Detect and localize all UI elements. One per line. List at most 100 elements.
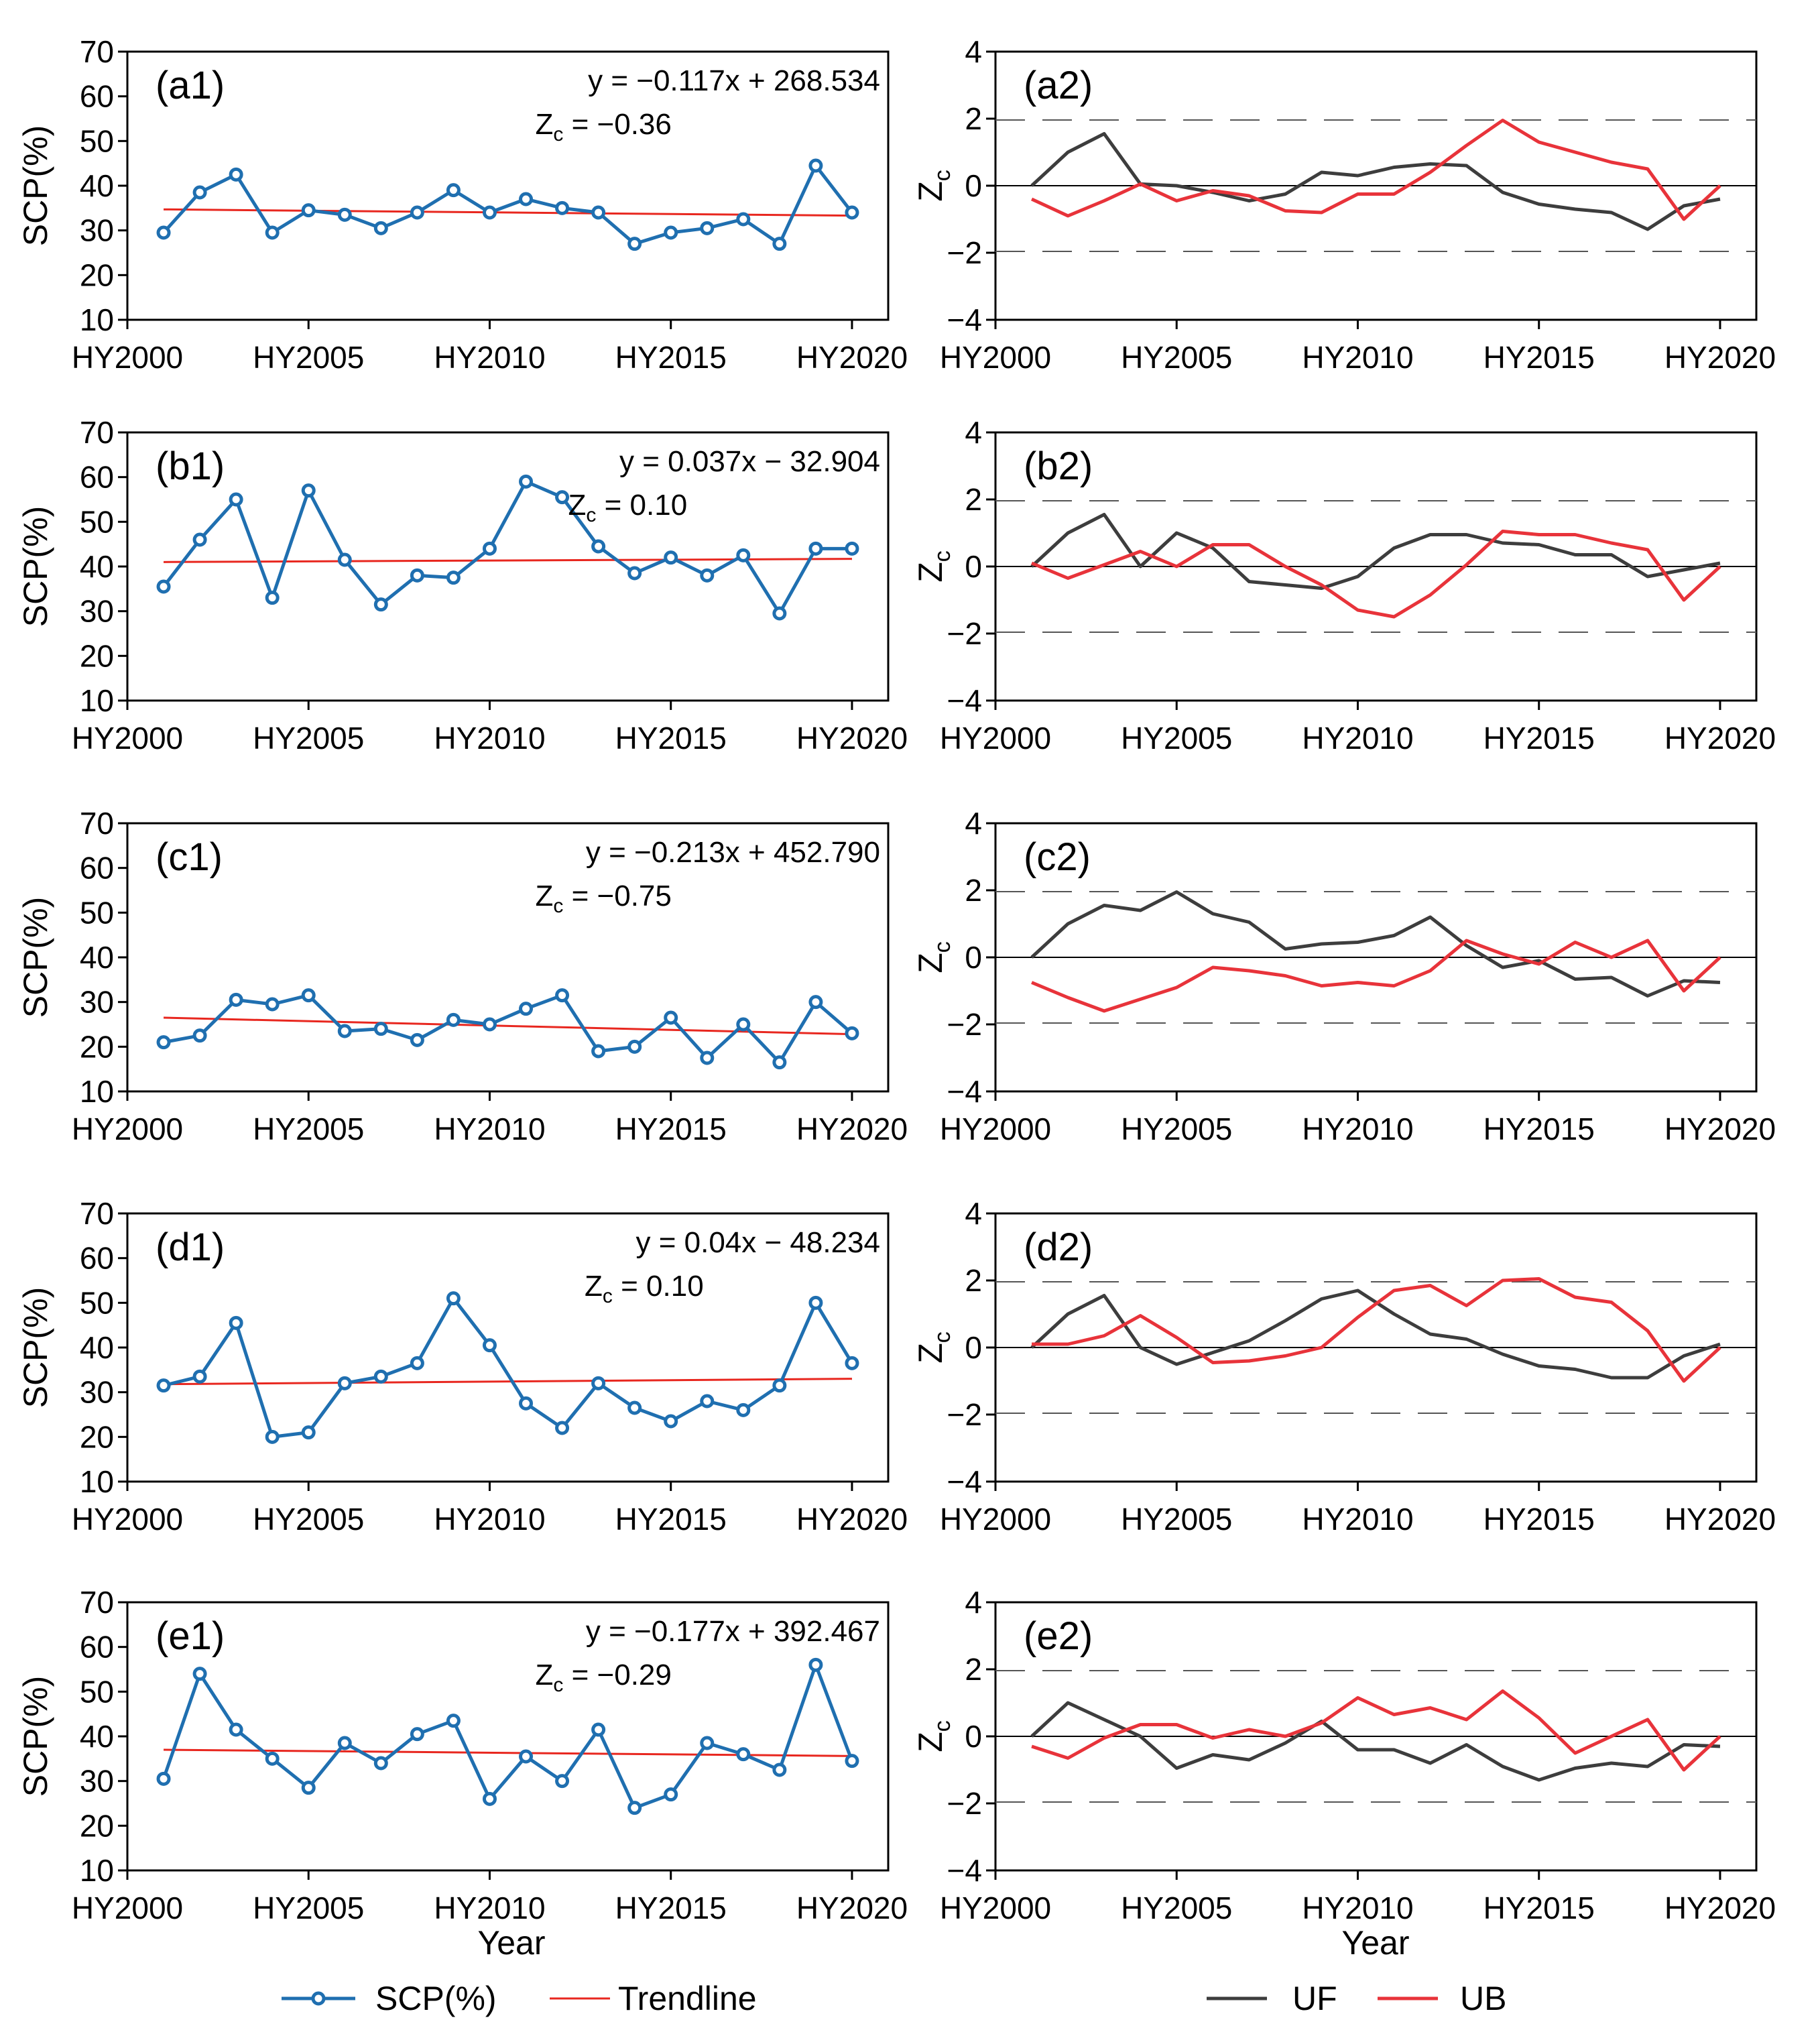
scp-point-b1 — [337, 552, 352, 567]
scp-point-b1 — [265, 591, 280, 605]
equation-c1: y = −0.213x + 452.790 — [586, 836, 880, 869]
y-tick-label-b1: 60 — [80, 460, 114, 495]
y-axis-title-e1: SCP(%) — [17, 1676, 54, 1797]
x-tick-label-e2: HY2000 — [940, 1891, 1051, 1925]
panel-label-c1: (c1) — [156, 835, 223, 879]
scp-point-a1 — [373, 221, 388, 235]
scp-point-b1 — [591, 539, 606, 554]
z-subscript: c — [930, 550, 955, 562]
zc-letter: Z — [536, 108, 554, 141]
panel-label-b1: (b1) — [156, 444, 225, 488]
x-tick-label-e1: HY2020 — [796, 1891, 908, 1925]
y-tick-label-c1: 20 — [80, 1029, 114, 1064]
ub-series-line-c2 — [1031, 939, 1721, 1013]
y-tick-label-b1: 10 — [80, 683, 114, 718]
y-tick-label-a2: −2 — [947, 235, 982, 270]
scp-point-e1 — [265, 1751, 280, 1766]
panel-c1: 10 20 30 40 50 60 70 HY2000 HY2005 HY2010 HY2015 HY… — [17, 806, 908, 1146]
legend-uf-label: UF — [1292, 1980, 1337, 2017]
y-tick-label-c2: 2 — [965, 873, 982, 908]
trendline-a1 — [164, 208, 852, 217]
scp-point-d1 — [156, 1378, 171, 1393]
y-tick-label-e1: 30 — [80, 1764, 114, 1799]
scp-point-b1 — [808, 541, 823, 556]
zc-letter: Z — [536, 880, 554, 912]
y-tick-label-e1: 50 — [80, 1674, 114, 1709]
y-tick-label-c2: 0 — [965, 940, 982, 975]
x-tick-label-b2: HY2005 — [1121, 721, 1232, 756]
scp-point-b1 — [192, 532, 207, 547]
scp-point-c1 — [301, 988, 316, 1003]
panel-label-c2: (c2) — [1024, 835, 1091, 879]
y-tick-label-b2: −2 — [947, 616, 982, 651]
y-tick-label-e1: 10 — [80, 1853, 114, 1888]
zc-letter: Z — [536, 1659, 554, 1691]
y-tick-label-e2: 0 — [965, 1719, 982, 1754]
y-axis-title-a1: SCP(%) — [17, 125, 54, 247]
scp-point-e1 — [301, 1781, 316, 1795]
y-axis-title-b1: SCP(%) — [17, 506, 54, 627]
scp-point-a1 — [265, 225, 280, 240]
x-tick-label-d2: HY2000 — [940, 1502, 1051, 1537]
y-tick-label-a2: 2 — [965, 101, 982, 136]
scp-point-a1 — [156, 225, 171, 240]
trendline-d1 — [164, 1378, 852, 1386]
y-tick-label-d1: 40 — [80, 1330, 114, 1365]
x-tick-label-d1: HY2010 — [434, 1502, 545, 1537]
uf-series-line-e2 — [1030, 1701, 1721, 1782]
y-axis-title-a2: Zc — [912, 170, 955, 202]
scp-point-b1 — [555, 490, 570, 505]
x-tick-label-e1: HY2010 — [434, 1891, 545, 1925]
scp-point-e1 — [845, 1754, 859, 1769]
scp-point-c1 — [591, 1044, 606, 1059]
scp-point-e1 — [192, 1667, 207, 1681]
x-tick-label-c1: HY2005 — [253, 1112, 364, 1146]
scp-point-c1 — [808, 995, 823, 1010]
x-tick-label-d1: HY2000 — [72, 1502, 183, 1537]
panel-b2: −4 −2 0 2 4 HY2000 HY2005 HY2010 HY2015 HY2020 Zc (… — [912, 415, 1776, 756]
x-tick-label-a1: HY2020 — [796, 340, 908, 375]
scp-point-a1 — [772, 237, 787, 251]
panel-a2: −4 −2 0 2 4 HY2000 HY2005 HY2010 HY2015 HY2020 Zc (… — [912, 34, 1776, 375]
x-tick-label-b1: HY2020 — [796, 721, 908, 756]
scp-point-c1 — [446, 1012, 461, 1027]
y-axis-title-d2: Zc — [912, 1331, 955, 1364]
scp-point-c1 — [265, 997, 280, 1012]
ub-series-line-a2 — [1030, 119, 1721, 221]
x-tick-label-a1: HY2010 — [434, 340, 545, 375]
scp-point-d1 — [373, 1369, 388, 1384]
equation-b1: y = 0.037x − 32.904 — [619, 445, 880, 478]
scp-point-c1 — [700, 1051, 715, 1065]
y-tick-label-d1: 50 — [80, 1285, 114, 1320]
equation-e1: y = −0.177x + 392.467 — [586, 1615, 880, 1648]
scp-point-e1 — [555, 1774, 570, 1789]
x-tick-label-c1: HY2000 — [72, 1112, 183, 1146]
scp-point-a1 — [446, 183, 461, 198]
x-tick-label-b2: HY2000 — [940, 721, 1051, 756]
z-letter: Z — [912, 1343, 949, 1364]
x-tick-label-d2: HY2015 — [1483, 1502, 1595, 1537]
y-tick-label-c1: 50 — [80, 895, 114, 930]
legend-scp-label: SCP(%) — [375, 1980, 497, 2017]
scp-point-b1 — [627, 566, 642, 581]
scp-point-b1 — [446, 571, 461, 585]
x-tick-label-a2: HY2010 — [1302, 340, 1413, 375]
legend-left: SCP(%) Trendline — [282, 1980, 757, 2017]
ub-series-line-e2 — [1031, 1689, 1721, 1772]
panel-e2: −4 −2 0 2 4 HY2000 HY2005 HY2010 HY2015 HY2020 Zc (… — [912, 1585, 1776, 1925]
y-tick-label-d1: 10 — [80, 1464, 114, 1499]
y-tick-label-a2: 0 — [965, 168, 982, 203]
scp-point-d1 — [410, 1356, 424, 1370]
y-tick-label-c2: −4 — [947, 1074, 982, 1109]
scp-point-b1 — [156, 579, 171, 594]
scp-point-e1 — [446, 1714, 461, 1728]
x-axis-title-left: Year — [477, 1924, 545, 1962]
y-tick-label-a2: −4 — [947, 302, 982, 337]
scp-point-a1 — [410, 205, 424, 220]
scp-point-b1 — [482, 541, 497, 556]
x-tick-label-d1: HY2015 — [615, 1502, 727, 1537]
zc-subscript: c — [553, 895, 563, 917]
scp-point-b1 — [772, 606, 787, 621]
scp-point-a1 — [808, 158, 823, 173]
